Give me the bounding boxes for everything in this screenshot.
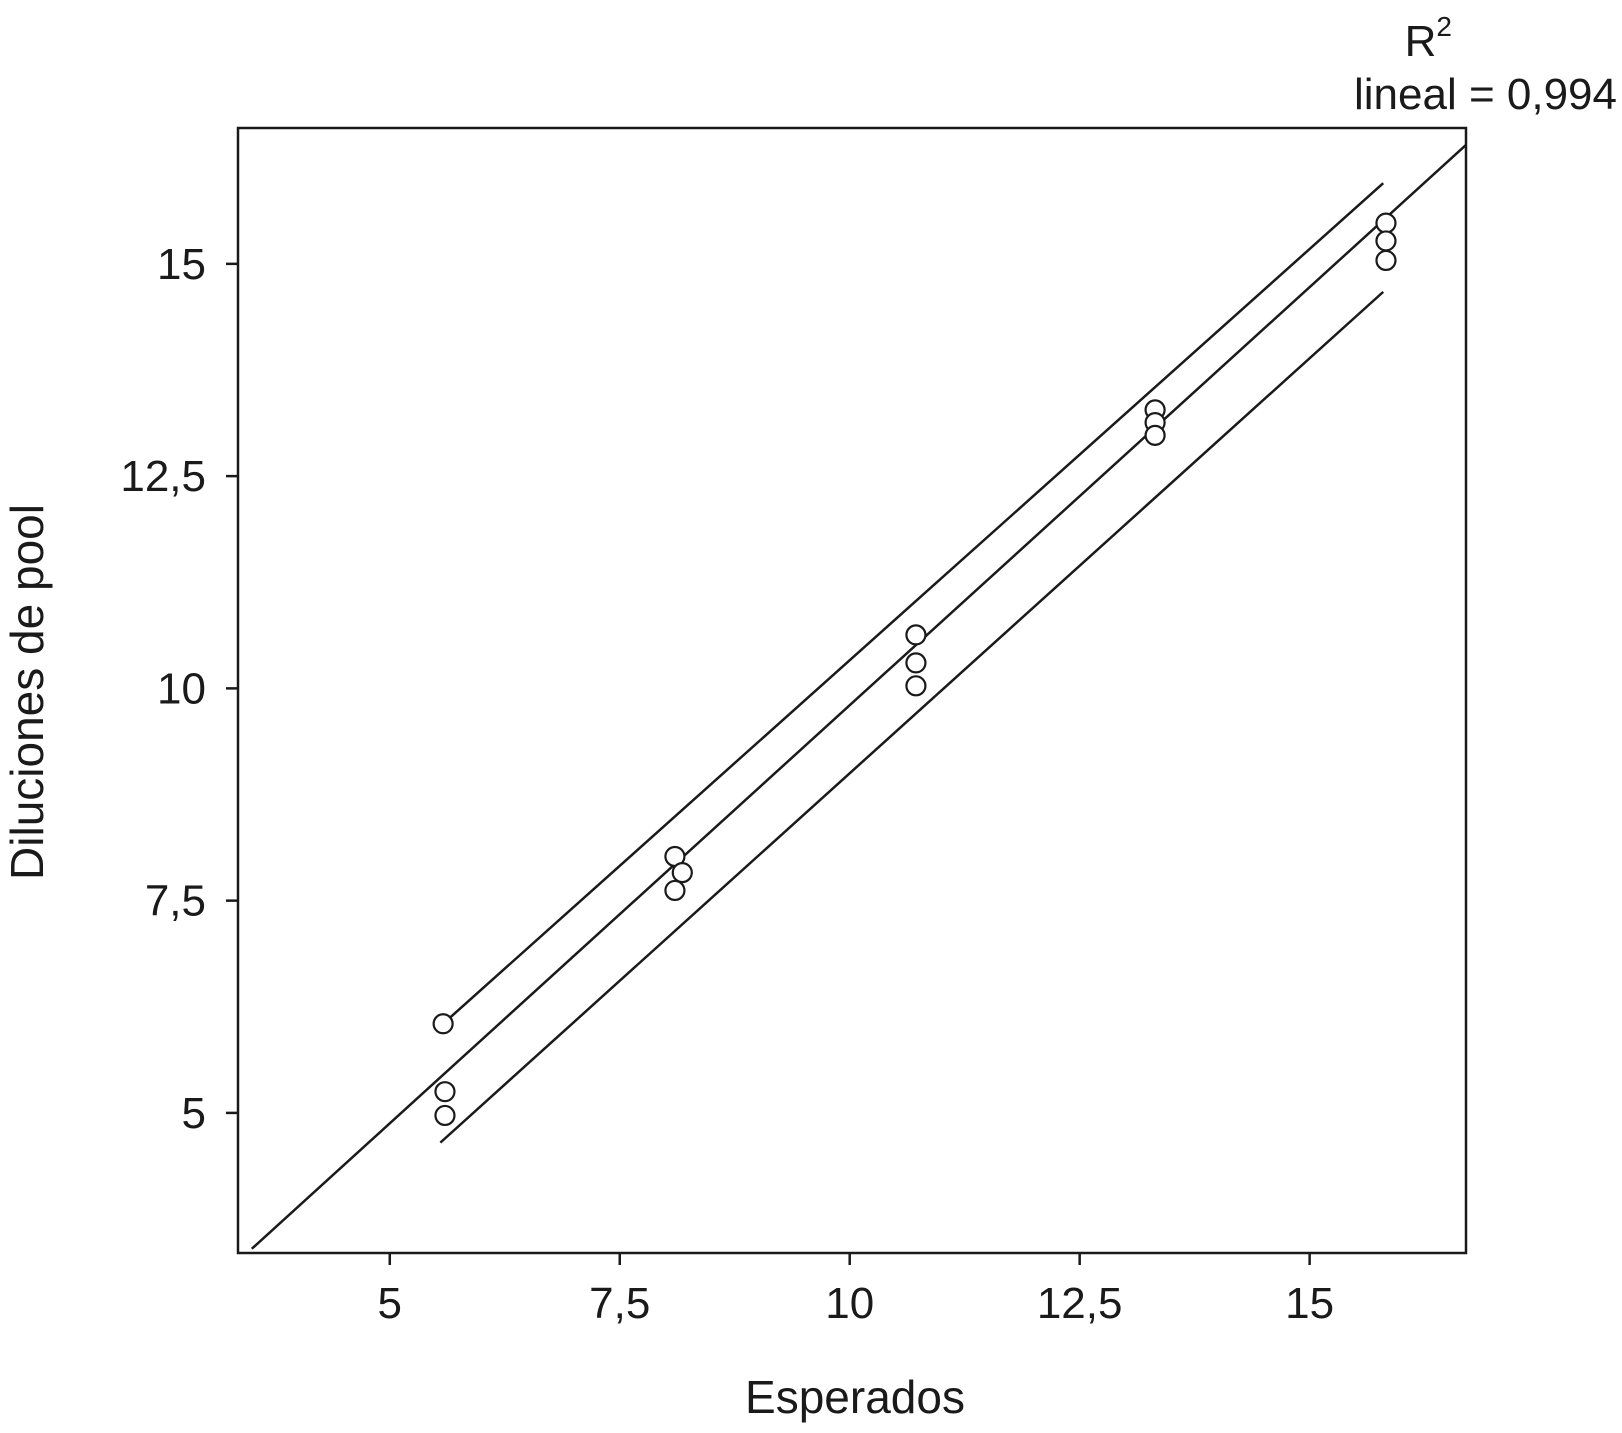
data-point [432, 1013, 454, 1035]
y-tick-label: 5 [182, 1089, 206, 1138]
data-point [905, 624, 927, 646]
x-tick-label: 7,5 [589, 1279, 650, 1328]
data-point [434, 1081, 456, 1103]
x-tick-label: 15 [1285, 1279, 1334, 1328]
data-point [1375, 212, 1397, 234]
y-tick-label: 12,5 [120, 452, 206, 501]
upper-line [442, 182, 1385, 1025]
r-squared-annotation: R2 lineal = 0,994 [1354, 11, 1617, 119]
lower-line [439, 290, 1385, 1144]
data-point [1375, 230, 1397, 252]
data-point [1144, 424, 1166, 446]
x-tick-label: 5 [378, 1279, 402, 1328]
axis-ticks: 5 7,5 10 12,5 15 5 7,5 10 12,5 15 [120, 240, 1334, 1328]
r-squared-superscript: 2 [1436, 11, 1452, 42]
r-squared-symbol: R [1405, 17, 1437, 66]
y-tick-label: 10 [157, 664, 206, 713]
regression-lines [250, 144, 1466, 1250]
x-axis-title: Esperados [745, 1371, 965, 1423]
data-point [905, 652, 927, 674]
r-squared-value: lineal = 0,994 [1354, 70, 1617, 119]
data-point [664, 879, 686, 902]
data-point [1375, 249, 1397, 272]
x-tick-label: 12,5 [1037, 1279, 1123, 1328]
svg-text:R2: R2 [1405, 11, 1452, 66]
y-tick-label: 15 [157, 240, 206, 289]
y-tick-label: 7,5 [145, 877, 206, 926]
fit-line [250, 144, 1466, 1250]
data-points [432, 212, 1397, 1127]
data-point [671, 862, 693, 884]
data-point [434, 1104, 456, 1127]
x-tick-label: 10 [825, 1279, 874, 1328]
data-point [905, 675, 927, 697]
y-axis-title: Diluciones de pool [1, 504, 53, 880]
plot-frame [236, 126, 1468, 1255]
